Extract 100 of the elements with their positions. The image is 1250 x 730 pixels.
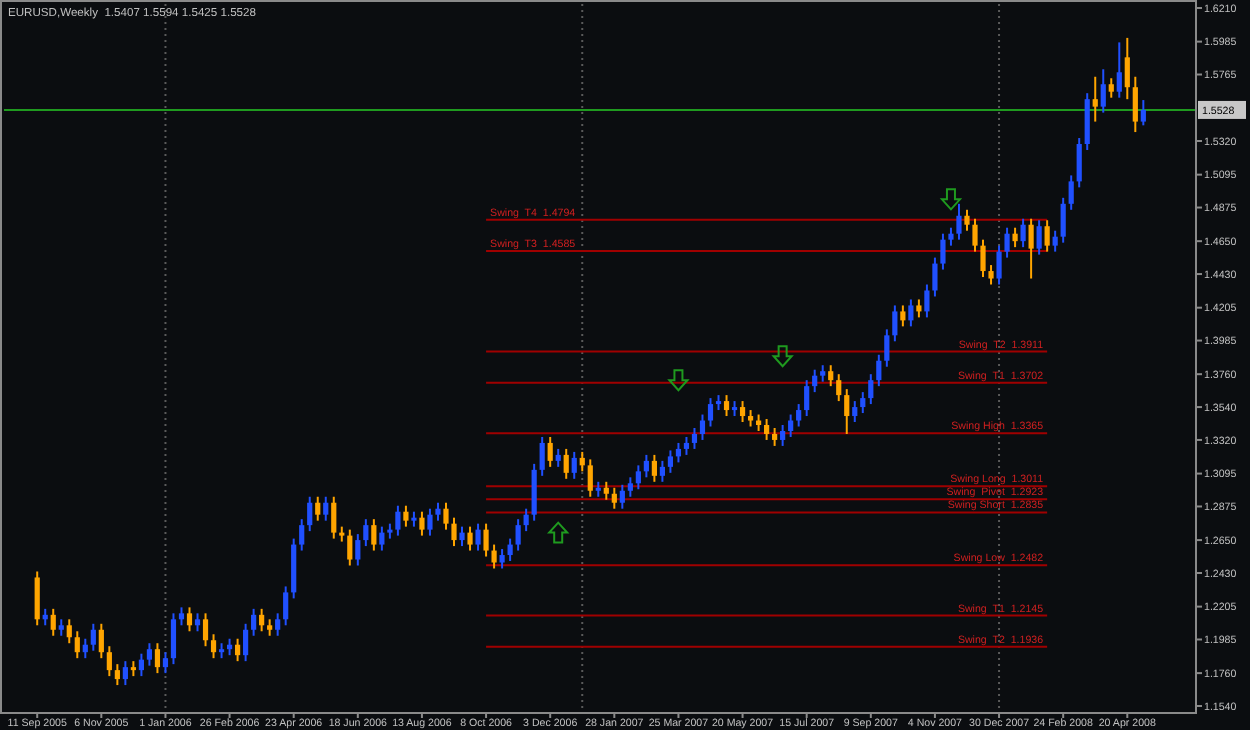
candlestick xyxy=(299,518,305,552)
candlestick xyxy=(234,637,241,663)
candlestick xyxy=(627,476,633,498)
candlestick xyxy=(451,516,457,548)
candlestick xyxy=(1004,226,1010,259)
candlestick xyxy=(844,388,850,435)
candlestick xyxy=(1028,217,1034,280)
candlestick xyxy=(571,450,577,480)
candlestick xyxy=(1116,41,1122,99)
candlestick xyxy=(475,522,481,552)
candlestick xyxy=(611,486,617,510)
candlestick xyxy=(483,522,489,558)
candlestick xyxy=(122,660,128,687)
candlestick xyxy=(667,449,674,474)
candlestick xyxy=(796,403,802,428)
candlestick xyxy=(699,413,706,441)
candlestick xyxy=(34,570,40,627)
candlestick xyxy=(884,328,890,368)
candlestick xyxy=(50,607,56,637)
candlestick xyxy=(876,353,882,388)
candlestick xyxy=(1140,99,1146,127)
candlestick xyxy=(154,642,161,675)
candlestick xyxy=(900,304,906,328)
candlestick xyxy=(1020,217,1026,249)
candlestick xyxy=(788,413,794,438)
candlestick xyxy=(723,394,730,418)
candlestick xyxy=(186,606,193,633)
candlestick xyxy=(643,453,649,479)
candlestick xyxy=(924,283,930,319)
candlestick xyxy=(1076,137,1082,189)
candlestick xyxy=(651,453,657,483)
candlestick xyxy=(1068,174,1074,211)
candlestick xyxy=(956,202,962,241)
candlestick xyxy=(1036,219,1042,256)
candlestick xyxy=(1108,77,1114,99)
candlestick xyxy=(868,373,874,406)
candlestick xyxy=(162,651,169,675)
candlestick xyxy=(275,612,281,637)
candlestick xyxy=(908,298,914,328)
candlestick xyxy=(1100,68,1106,114)
candlestick xyxy=(202,612,209,648)
candlestick xyxy=(579,450,585,473)
candlestick xyxy=(371,518,377,552)
candlestick xyxy=(691,427,698,450)
candlestick xyxy=(1132,75,1138,134)
candlestick xyxy=(635,464,641,491)
candlestick xyxy=(259,607,265,633)
candlestick xyxy=(996,244,1002,286)
candlestick xyxy=(515,518,521,552)
candlestick xyxy=(1012,226,1018,249)
candlestick xyxy=(114,663,120,687)
candlestick xyxy=(307,495,313,533)
candlestick xyxy=(860,391,866,415)
candlestick xyxy=(812,368,818,394)
candlestick xyxy=(1044,219,1050,253)
candlestick xyxy=(780,424,786,447)
candlestick xyxy=(347,528,353,567)
candlestick xyxy=(146,642,153,667)
candlestick xyxy=(940,232,946,271)
candlestick xyxy=(980,238,986,279)
candlestick xyxy=(964,208,970,232)
candlestick xyxy=(675,441,682,464)
candlestick xyxy=(331,495,337,540)
candlestick xyxy=(210,633,217,660)
candlestick xyxy=(459,525,465,548)
candlestick xyxy=(403,504,409,528)
candlestick xyxy=(892,304,898,343)
candlestick xyxy=(243,622,249,663)
candlestick xyxy=(707,397,714,428)
candlestick xyxy=(764,418,770,441)
candlestick xyxy=(988,264,994,286)
candlestick xyxy=(531,462,537,522)
candlestick xyxy=(491,543,497,570)
candlestick xyxy=(363,518,369,548)
candlestick xyxy=(507,537,513,563)
candlestick xyxy=(1052,229,1058,253)
candlestick xyxy=(659,459,666,483)
candlestick xyxy=(619,483,625,510)
candlestick xyxy=(1084,92,1090,151)
candlestick xyxy=(539,435,545,477)
candlestick xyxy=(547,435,553,468)
candlestick xyxy=(323,495,329,522)
candlestick xyxy=(499,548,505,570)
candlestick xyxy=(291,537,297,600)
candlestick xyxy=(66,618,72,645)
candlestick xyxy=(972,217,978,253)
candlestick xyxy=(852,400,858,424)
candlestick xyxy=(563,447,569,480)
candlestick xyxy=(315,495,321,522)
candlestick xyxy=(395,504,401,537)
candlestick xyxy=(828,364,834,388)
candlestick xyxy=(739,400,746,424)
candlestick xyxy=(170,612,177,666)
candlestick xyxy=(355,533,361,567)
candlestick xyxy=(1124,36,1130,101)
candlestick xyxy=(467,525,473,552)
candlestick xyxy=(74,630,80,660)
candlestick xyxy=(419,510,425,537)
candlestick xyxy=(443,501,449,531)
candlestick xyxy=(523,507,529,533)
